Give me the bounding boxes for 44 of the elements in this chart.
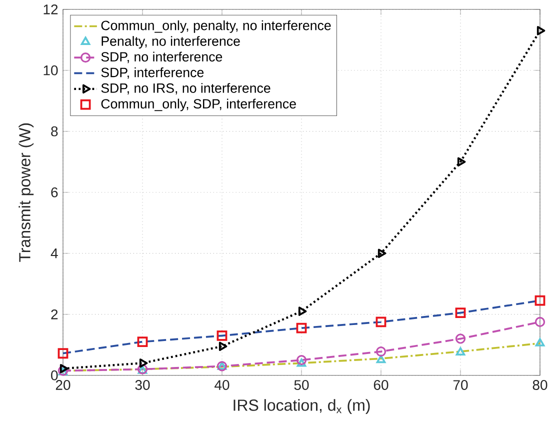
point: [376, 346, 386, 356]
x-tick-label: 60: [374, 380, 388, 390]
point: [457, 157, 466, 166]
y-tick-label: 10: [44, 65, 58, 76]
y-tick-label: 12: [44, 4, 58, 14]
point: [296, 358, 306, 367]
x-axis-title: IRS location, d$_{x}$ (m): [234, 398, 370, 414]
legend-label: Commun_only, SDP, interference: [101, 98, 296, 111]
point: [534, 295, 546, 306]
point: [378, 248, 386, 258]
x-tick-label: 30: [135, 380, 150, 390]
x-tick-label: 80: [532, 380, 548, 390]
y-tick-label: 4: [50, 248, 58, 258]
point: [137, 336, 148, 347]
point: [218, 342, 228, 351]
y-tick-label: 8: [51, 126, 58, 136]
legend-label: Penalty, no interference: [102, 36, 240, 48]
legend-label: Commun_only, penalty, no interference: [101, 20, 331, 33]
point: [536, 26, 546, 36]
point: [455, 334, 466, 344]
y-tick-label: 2: [51, 309, 58, 320]
y-axis-title: Transmit power (W): [18, 123, 34, 262]
point: [296, 322, 307, 334]
point: [535, 338, 545, 346]
x-tick-label: 40: [214, 380, 230, 390]
legend-label: SDP, interference: [101, 67, 204, 79]
x-tick-label: 50: [294, 380, 309, 390]
point: [456, 347, 466, 356]
point: [216, 330, 228, 341]
point: [455, 307, 466, 318]
x-tick-label: 20: [56, 380, 70, 390]
y-tick-label: 0: [51, 370, 58, 380]
point: [58, 348, 68, 358]
point: [60, 364, 68, 374]
point: [534, 316, 546, 327]
x-tick-label: 70: [453, 380, 468, 390]
point: [376, 316, 386, 327]
y-tick-label: 6: [51, 187, 58, 198]
legend-label: SDP, no interference: [101, 52, 222, 63]
point: [376, 354, 386, 363]
legend-label: SDP, no IRS, no interference: [101, 82, 270, 94]
point: [298, 306, 307, 316]
point: [296, 354, 307, 365]
point: [139, 358, 148, 368]
